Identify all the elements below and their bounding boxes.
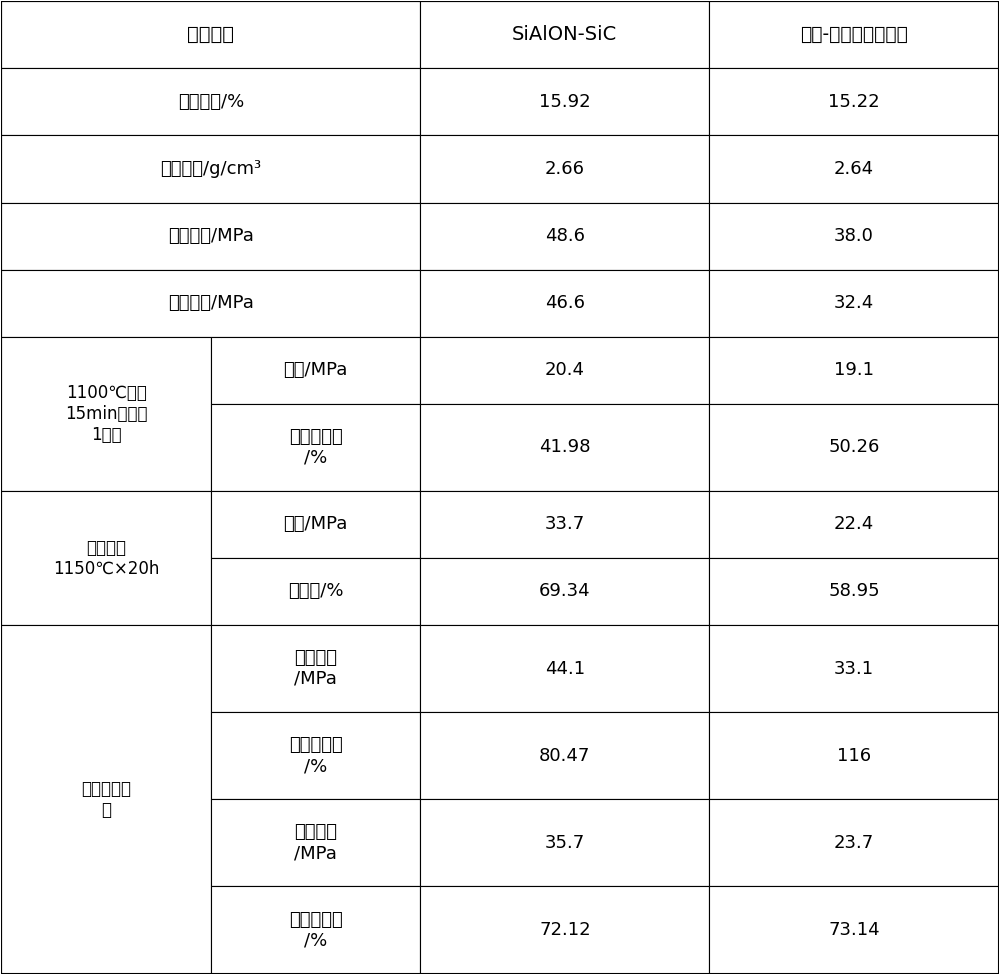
Text: 检测项目: 检测项目 <box>187 25 234 45</box>
Text: 体积密度/g/cm³: 体积密度/g/cm³ <box>160 160 261 178</box>
Bar <box>1 270 420 336</box>
Text: 强度/MPa: 强度/MPa <box>283 516 348 533</box>
Text: 50.26: 50.26 <box>828 439 880 456</box>
Text: 69.34: 69.34 <box>539 582 591 601</box>
Text: 赛隆-石墨复合碳化硅: 赛隆-石墨复合碳化硅 <box>800 25 908 45</box>
Text: 抗熔碱侵蚀
后: 抗熔碱侵蚀 后 <box>81 780 131 819</box>
Bar <box>211 558 420 625</box>
Bar <box>420 886 709 974</box>
Text: 22.4: 22.4 <box>834 516 874 533</box>
Text: 保持率/%: 保持率/% <box>288 582 343 601</box>
Text: 116: 116 <box>837 747 871 764</box>
Bar <box>420 558 709 625</box>
Bar <box>1 625 211 974</box>
Text: 15.22: 15.22 <box>828 93 880 111</box>
Text: 强度保持率
/%: 强度保持率 /% <box>289 428 342 467</box>
Text: 58.95: 58.95 <box>828 582 880 601</box>
Text: 高温强度/MPa: 高温强度/MPa <box>168 294 254 312</box>
Text: 2.64: 2.64 <box>834 160 874 178</box>
Bar <box>709 625 999 712</box>
Bar <box>1 136 420 203</box>
Text: 强度保持率
/%: 强度保持率 /% <box>289 736 342 775</box>
Text: 73.14: 73.14 <box>828 921 880 939</box>
Bar <box>709 68 999 136</box>
Text: 1100℃保温
15min，水冷
1次，: 1100℃保温 15min，水冷 1次， <box>65 384 147 444</box>
Bar <box>709 800 999 886</box>
Bar <box>709 404 999 490</box>
Text: 46.6: 46.6 <box>545 294 585 312</box>
Bar <box>1 336 211 490</box>
Bar <box>709 336 999 404</box>
Text: 20.4: 20.4 <box>545 361 585 379</box>
Bar <box>709 490 999 558</box>
Text: SiAlON-SiC: SiAlON-SiC <box>512 25 617 45</box>
Bar <box>420 490 709 558</box>
Text: 高温强度
/MPa: 高温强度 /MPa <box>294 824 337 862</box>
Text: 显气孔率/%: 显气孔率/% <box>178 93 244 111</box>
Bar <box>211 712 420 800</box>
Bar <box>211 886 420 974</box>
Bar <box>1 490 211 625</box>
Bar <box>211 490 420 558</box>
Bar <box>1 203 420 270</box>
Bar <box>211 336 420 404</box>
Text: 48.6: 48.6 <box>545 227 585 245</box>
Bar <box>420 68 709 136</box>
Bar <box>709 558 999 625</box>
Text: 23.7: 23.7 <box>834 834 874 852</box>
Bar <box>211 404 420 490</box>
Bar <box>709 136 999 203</box>
Bar <box>420 1 709 68</box>
Text: 41.98: 41.98 <box>539 439 591 456</box>
Text: 19.1: 19.1 <box>834 361 874 379</box>
Bar <box>211 800 420 886</box>
Text: 35.7: 35.7 <box>545 834 585 852</box>
Text: 33.1: 33.1 <box>834 659 874 678</box>
Text: 38.0: 38.0 <box>834 227 874 245</box>
Text: 强度/MPa: 强度/MPa <box>283 361 348 379</box>
Text: 32.4: 32.4 <box>834 294 874 312</box>
Bar <box>420 800 709 886</box>
Text: 80.47: 80.47 <box>539 747 591 764</box>
Bar <box>211 625 420 712</box>
Bar <box>709 203 999 270</box>
Bar <box>1 1 420 68</box>
Bar <box>1 68 420 136</box>
Text: 常温强度/MPa: 常温强度/MPa <box>168 227 254 245</box>
Text: 常温强度
/MPa: 常温强度 /MPa <box>294 649 337 688</box>
Bar <box>709 886 999 974</box>
Bar <box>420 404 709 490</box>
Bar <box>709 712 999 800</box>
Text: 2.66: 2.66 <box>545 160 585 178</box>
Bar <box>420 625 709 712</box>
Bar <box>420 136 709 203</box>
Text: 33.7: 33.7 <box>545 516 585 533</box>
Bar <box>420 203 709 270</box>
Bar <box>709 1 999 68</box>
Text: 抗氧化后
1150℃×20h: 抗氧化后 1150℃×20h <box>53 538 159 577</box>
Text: 72.12: 72.12 <box>539 921 591 939</box>
Bar <box>709 270 999 336</box>
Text: 44.1: 44.1 <box>545 659 585 678</box>
Text: 15.92: 15.92 <box>539 93 591 111</box>
Bar <box>420 270 709 336</box>
Bar <box>420 336 709 404</box>
Text: 强度保持率
/%: 强度保持率 /% <box>289 911 342 950</box>
Bar <box>420 712 709 800</box>
